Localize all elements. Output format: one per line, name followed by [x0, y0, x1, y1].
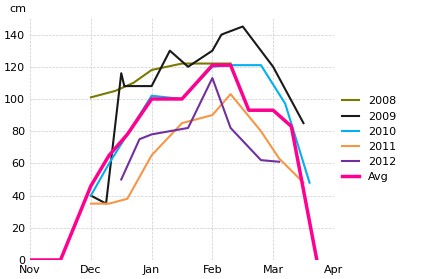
- 2009: [167, 49, 172, 52]
- 2009: [240, 25, 245, 28]
- 2011: [301, 181, 306, 184]
- 2011: [149, 154, 154, 157]
- 2011: [179, 121, 184, 125]
- Avg: [27, 258, 33, 262]
- 2012: [185, 126, 190, 130]
- 2009: [149, 85, 154, 88]
- Line: 2009: 2009: [91, 27, 303, 204]
- 2010: [307, 181, 312, 184]
- 2009: [185, 65, 190, 68]
- 2010: [179, 97, 184, 101]
- Avg: [210, 64, 215, 67]
- 2010: [228, 64, 233, 67]
- 2010: [107, 162, 112, 165]
- 2012: [167, 129, 172, 133]
- Avg: [149, 97, 154, 101]
- 2012: [228, 126, 233, 130]
- Line: 2008: 2008: [91, 64, 231, 97]
- 2012: [210, 76, 215, 80]
- 2012: [276, 160, 282, 163]
- 2012: [259, 158, 264, 162]
- 2008: [88, 96, 93, 99]
- 2009: [301, 121, 306, 125]
- 2010: [137, 113, 142, 117]
- 2011: [210, 113, 215, 117]
- 2011: [259, 129, 264, 133]
- 2011: [107, 202, 112, 205]
- 2009: [88, 194, 93, 197]
- 2010: [88, 194, 93, 197]
- 2011: [125, 197, 130, 201]
- 2009: [219, 33, 224, 36]
- 2009: [122, 85, 127, 88]
- 2008: [113, 89, 118, 93]
- Avg: [58, 258, 63, 262]
- 2009: [270, 65, 276, 68]
- 2008: [149, 68, 154, 72]
- Avg: [88, 184, 93, 187]
- 2010: [259, 64, 264, 67]
- Avg: [179, 97, 184, 101]
- 2012: [149, 133, 154, 136]
- 2008: [228, 62, 233, 65]
- Avg: [314, 258, 319, 262]
- 2008: [210, 62, 215, 65]
- Text: cm: cm: [9, 4, 26, 14]
- Line: 2012: 2012: [121, 78, 279, 179]
- 2010: [149, 94, 154, 97]
- 2008: [179, 62, 184, 65]
- 2012: [137, 138, 142, 141]
- Avg: [228, 64, 233, 67]
- 2009: [104, 202, 109, 205]
- 2009: [119, 71, 124, 75]
- 2012: [119, 178, 124, 181]
- Avg: [270, 109, 276, 112]
- 2009: [210, 49, 215, 52]
- 2008: [131, 81, 136, 85]
- Avg: [125, 133, 130, 136]
- Line: 2011: 2011: [91, 94, 303, 204]
- 2010: [282, 102, 288, 105]
- Avg: [107, 154, 112, 157]
- 2010: [210, 65, 215, 68]
- Line: 2010: 2010: [91, 65, 309, 196]
- Avg: [246, 109, 251, 112]
- Legend: 2008, 2009, 2010, 2011, 2012, Avg: 2008, 2009, 2010, 2011, 2012, Avg: [342, 96, 396, 182]
- Line: Avg: Avg: [30, 65, 317, 260]
- 2011: [276, 157, 282, 160]
- Avg: [289, 125, 294, 128]
- 2011: [88, 202, 93, 205]
- 2011: [228, 92, 233, 96]
- 2009: [137, 85, 142, 88]
